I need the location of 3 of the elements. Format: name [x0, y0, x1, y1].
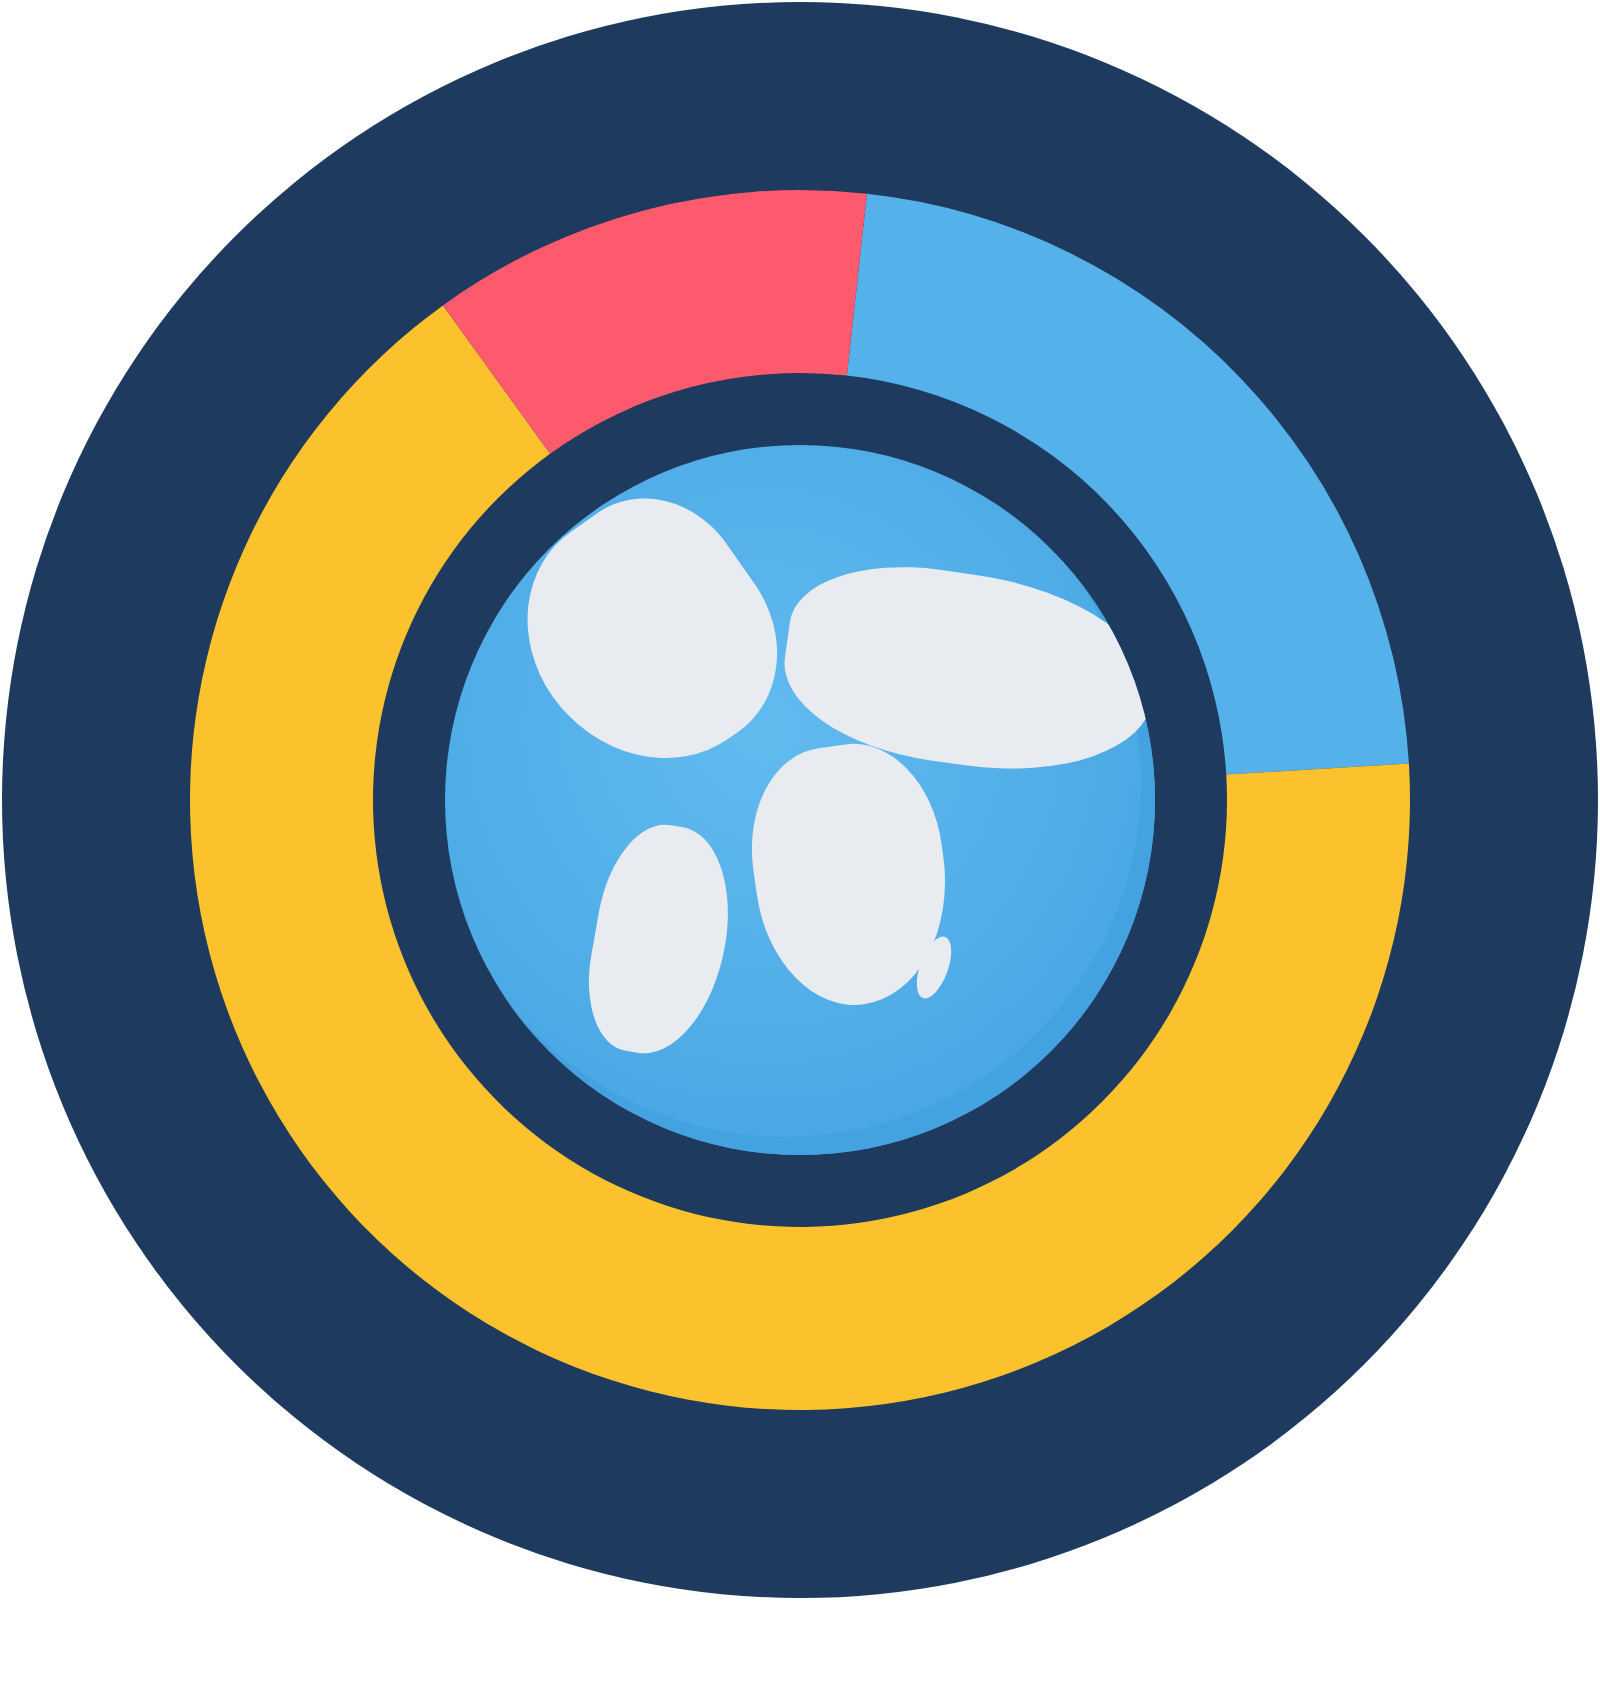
- donut-slice: [443, 190, 867, 454]
- donut-slice: [190, 305, 1409, 1410]
- donut-slice: [846, 193, 1409, 775]
